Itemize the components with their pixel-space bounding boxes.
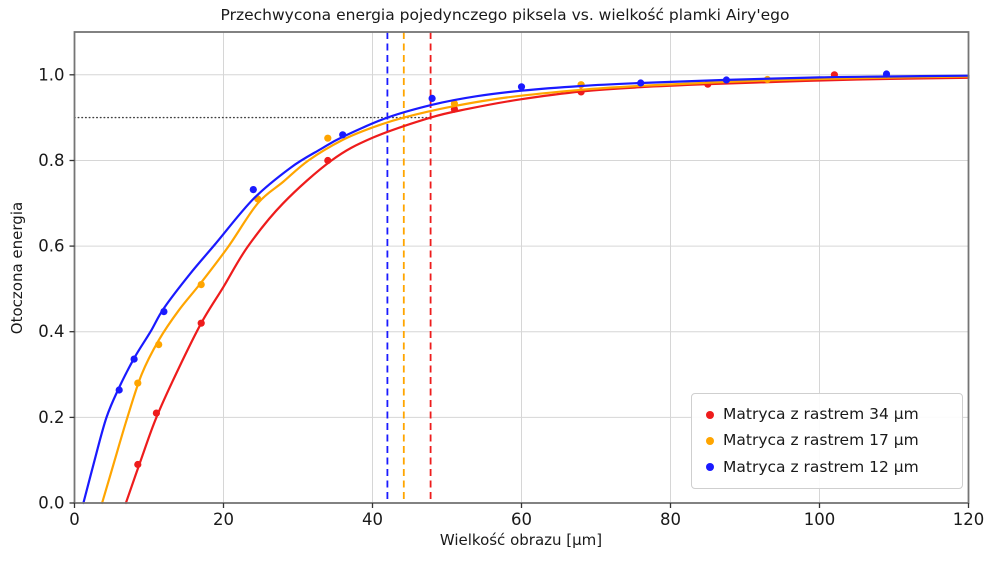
chart-title: Przechwycona energia pojedynczego piksel…: [220, 6, 790, 24]
y-tick-label: 0.4: [38, 322, 64, 341]
x-tick-labels: 0 20 40 60 80 100 120: [69, 510, 984, 529]
data-point: [155, 341, 163, 349]
legend-entry-12um: Matryca z rastrem 12 μm: [706, 457, 956, 476]
data-point: [197, 281, 205, 289]
data-point: [324, 134, 332, 142]
x-tick-label: 40: [362, 510, 383, 529]
data-point: [160, 308, 168, 316]
y-tick-labels: 0.0 0.2 0.4 0.6 0.8 1.0: [38, 65, 64, 512]
x-tick-label: 80: [660, 510, 681, 529]
x-tick-label: 100: [804, 510, 836, 529]
curve-17um: [101, 75, 970, 505]
legend-marker-dot: [706, 437, 714, 445]
legend-marker-dot: [706, 463, 714, 472]
data-point: [197, 319, 205, 327]
data-point: [134, 460, 142, 469]
data-point: [517, 83, 526, 91]
legend-marker-dot: [706, 410, 714, 419]
curve-12um: [82, 74, 970, 505]
data-point: [115, 386, 123, 394]
data-point: [637, 79, 645, 87]
data-point: [134, 379, 142, 387]
x-tick-label: 60: [511, 510, 532, 529]
curve-34um: [124, 76, 970, 505]
data-point: [152, 409, 160, 417]
x-tick-label: 20: [213, 510, 234, 529]
data-point: [324, 156, 332, 165]
data-point: [130, 355, 138, 363]
y-tick-label: 1.0: [38, 65, 64, 84]
points-17um: [134, 75, 772, 387]
legend-label: Matryca z rastrem 12 μm: [723, 457, 919, 476]
legend-label: Matryca z rastrem 34 μm: [723, 404, 919, 423]
data-point: [882, 70, 891, 78]
y-tick-label: 0.0: [38, 494, 64, 513]
x-tick-label: 0: [69, 510, 80, 529]
data-point: [722, 76, 731, 84]
points-34um: [134, 71, 839, 469]
data-point: [428, 94, 436, 102]
tick-marks: [69, 74, 970, 508]
legend: Matryca z rastrem 34 μm Matryca z rastrem…: [691, 393, 963, 489]
data-point: [249, 186, 257, 194]
legend-label: Matryca z rastrem 17 μm: [723, 431, 919, 450]
data-point: [339, 131, 347, 139]
y-tick-label: 0.2: [38, 408, 64, 427]
x-tick-label: 120: [953, 510, 985, 529]
points-12um: [115, 70, 891, 394]
legend-entry-34um: Matryca z rastrem 34 μm: [706, 404, 956, 423]
x-axis-label: Wielkość obrazu [μm]: [439, 531, 603, 549]
gridlines: [74, 32, 969, 504]
legend-entry-17um: Matryca z rastrem 17 μm: [706, 433, 956, 449]
y-tick-label: 0.6: [38, 237, 64, 256]
y-tick-label: 0.8: [38, 151, 64, 170]
data-point: [450, 99, 458, 108]
